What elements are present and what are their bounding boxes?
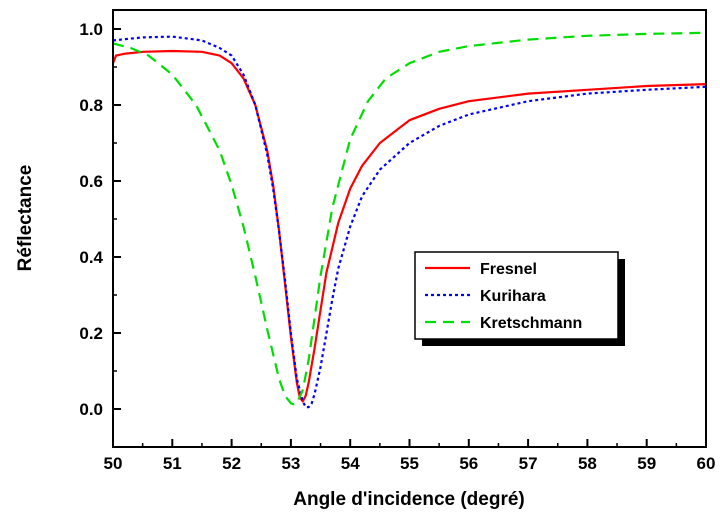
x-tick-label: 52 — [222, 454, 241, 473]
series-line-kretschmann — [112, 31, 707, 406]
legend: Fresnel Kurihara Kretschmann — [414, 251, 625, 346]
legend-box — [414, 251, 619, 340]
legend-label-kretschmann: Kretschmann — [480, 315, 582, 332]
x-tick-label: 57 — [519, 454, 538, 473]
x-tick-label: 59 — [637, 454, 656, 473]
legend-label-kurihara: Kurihara — [480, 288, 546, 305]
y-axis-ticks: 0.0 0.2 0.4 0.6 0.8 1.0 — [79, 20, 121, 448]
y-axis-title: Réflectance — [15, 165, 36, 272]
x-tick-label: 56 — [459, 454, 478, 473]
series-layer — [111, 31, 707, 409]
y-tick-label: 0.2 — [79, 324, 103, 343]
legend-label-fresnel: Fresnel — [480, 261, 537, 278]
x-tick-label: 55 — [400, 454, 419, 473]
series-line-fresnel — [111, 49, 707, 403]
x-tick-label: 54 — [341, 454, 360, 473]
y-tick-label: 0.8 — [79, 96, 103, 115]
x-tick-label: 60 — [697, 454, 716, 473]
y-tick-label: 0.4 — [79, 248, 103, 267]
y-tick-label: 0.6 — [79, 172, 103, 191]
plot-frame — [112, 9, 707, 448]
x-tick-label: 58 — [578, 454, 597, 473]
x-tick-label: 53 — [281, 454, 300, 473]
legend-items: Fresnel Kurihara Kretschmann — [425, 261, 582, 332]
y-tick-label: 1.0 — [79, 20, 103, 39]
y-tick-label: 0.0 — [79, 400, 103, 419]
series-line-kurihara — [112, 35, 707, 409]
x-tick-label: 51 — [163, 454, 182, 473]
x-tick-label: 50 — [104, 454, 123, 473]
x-axis-title: Angle d'incidence (degré) — [293, 489, 525, 510]
x-axis-ticks: 50 51 52 53 54 55 56 57 58 59 60 — [104, 439, 716, 473]
